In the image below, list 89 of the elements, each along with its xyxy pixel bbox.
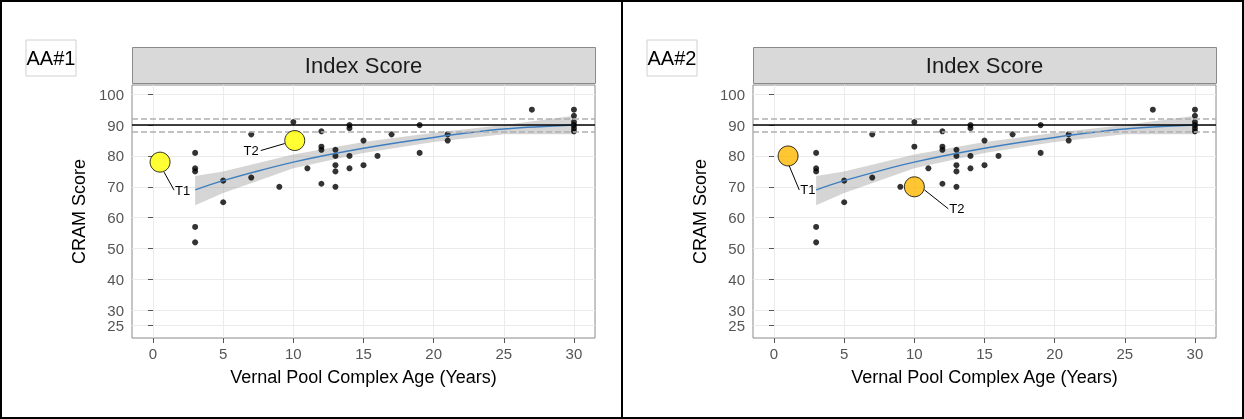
point [304,165,311,172]
x-tick-label: 15 [976,345,993,362]
point [911,143,918,150]
y-tick-label: 50 [728,240,745,258]
x-tick-label: 0 [148,345,158,362]
point [953,168,960,175]
point [841,199,848,206]
text: AA#2 [647,47,697,69]
point [1191,106,1198,113]
y-tick-label: 60 [107,209,124,227]
point [276,183,283,190]
x-tick-label: 5 [219,345,228,362]
point [897,183,904,190]
point [360,137,367,144]
x-tick-label: 20 [1046,345,1063,362]
point [967,165,974,172]
annotation: T2 [949,201,965,217]
y-axis-title: CRAM Score [690,158,711,265]
point [318,180,325,187]
point [903,176,925,198]
y-tick-label: 40 [728,270,745,288]
point [416,149,423,156]
chart-title: Index Score [925,52,1044,78]
point [953,162,960,169]
point [967,152,974,159]
point [570,106,577,113]
point [360,162,367,169]
point [332,168,339,175]
point [346,165,353,172]
point [813,239,820,246]
point [981,162,988,169]
x-tick-label: 0 [769,345,779,362]
annotation: T1 [175,182,191,198]
point [332,162,339,169]
point [248,174,255,181]
x-tick-label: 10 [906,345,923,362]
x-tick-label: 30 [1186,345,1204,362]
y-tick-label: 90 [107,116,124,134]
point [192,149,199,156]
y-axis-title: CRAM Score [69,158,90,265]
point [332,183,339,190]
point [939,180,946,187]
y-tick-label: 90 [728,116,745,134]
point [284,130,306,152]
point [981,137,988,144]
x-tick-label: 25 [495,345,513,362]
annotation: T1 [800,182,816,198]
point [192,223,199,230]
annotation: T2 [243,143,259,159]
point [192,239,199,246]
point [777,145,799,167]
y-tick-label: 70 [728,178,745,196]
y-tick-label: 30 [728,301,745,319]
x-tick-label: 25 [1116,345,1134,362]
point [1191,112,1198,119]
point [953,183,960,190]
x-axis-title: Vernal Pool Complex Age (Years) [851,367,1118,387]
y-tick-label: 40 [107,270,124,288]
text: AA#1 [26,47,76,69]
point [528,106,535,113]
point [813,149,820,156]
chart-title: Index Score [304,52,423,78]
point [1149,106,1156,113]
y-tick-label: 100 [98,85,124,103]
y-tick-label: 100 [719,85,745,103]
point [220,199,227,206]
point [374,152,381,159]
point [869,174,876,181]
y-tick-label: 70 [107,178,124,196]
x-tick-label: 30 [565,345,583,362]
point [1037,149,1044,156]
point [813,223,820,230]
y-tick-label: 80 [107,147,124,165]
y-tick-label: 80 [728,147,745,165]
point [570,112,577,119]
point [925,165,932,172]
y-tick-label: 60 [728,209,745,227]
x-tick-label: 5 [840,345,849,362]
y-tick-label: 25 [107,317,124,335]
point [149,151,171,173]
y-tick-label: 30 [107,301,124,319]
x-tick-label: 20 [425,345,442,362]
point [995,152,1002,159]
y-tick-label: 50 [107,240,124,258]
x-tick-label: 15 [355,345,372,362]
point [346,152,353,159]
x-axis-title: Vernal Pool Complex Age (Years) [230,367,497,387]
y-tick-label: 25 [728,317,745,335]
x-tick-label: 10 [285,345,302,362]
